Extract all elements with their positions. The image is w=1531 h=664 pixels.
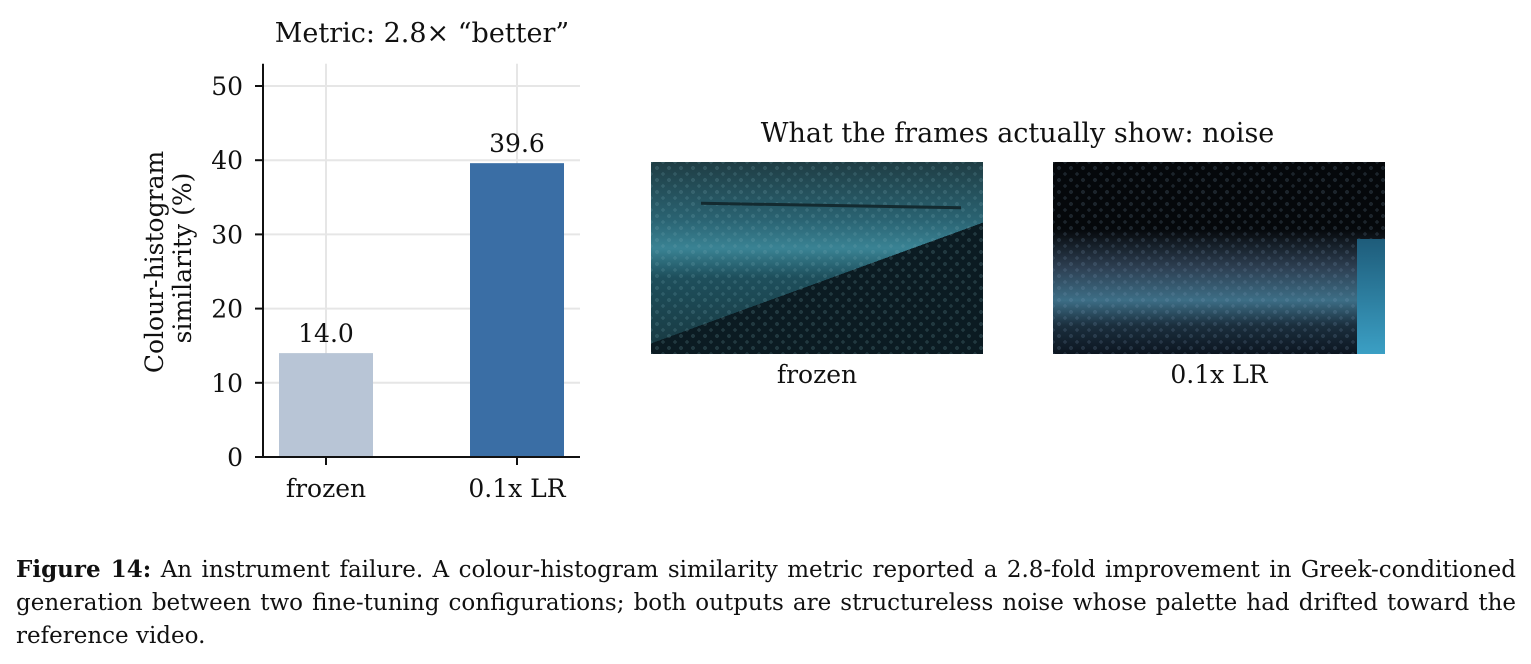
y-axis-label: Colour-histogram similarity (%) <box>140 143 197 373</box>
y-axis-label-line-2: similarity (%) <box>168 173 197 344</box>
x-tick-label: frozen <box>286 474 366 503</box>
data-label-1: 39.6 <box>489 129 545 158</box>
frame-label-lr: 0.1x LR <box>1170 360 1268 389</box>
caption-text: An instrument failure. A colour-histogra… <box>16 557 1516 649</box>
figure-caption: Figure 14: An instrument failure. A colo… <box>16 553 1516 653</box>
y-axis-label-line-1: Colour-histogram <box>140 151 169 374</box>
chart-title: Metric: 2.8× “better” <box>275 18 569 49</box>
bars: 14.0 39.6 <box>279 129 564 457</box>
y-tick-label: 0 <box>227 443 243 472</box>
y-tick-label: 40 <box>211 146 243 175</box>
y-tick-label: 50 <box>211 72 243 101</box>
bar-0 <box>279 353 373 457</box>
frame-image-lr <box>1053 162 1385 354</box>
frames-panel-title: What the frames actually show: noise <box>760 118 1275 149</box>
frame-label-frozen: frozen <box>776 360 858 389</box>
caption-label: Figure 14: <box>16 556 152 583</box>
y-tick-label: 20 <box>211 295 243 324</box>
x-tick-label: 0.1x LR <box>468 474 566 503</box>
axes: 0 10 20 30 40 50 frozen 0.1x LR <box>211 63 580 503</box>
y-tick-label: 10 <box>211 369 243 398</box>
frame-image-frozen <box>651 162 983 354</box>
y-tick-label: 30 <box>211 220 243 249</box>
bar-1 <box>470 163 564 457</box>
data-label-0: 14.0 <box>298 319 354 348</box>
